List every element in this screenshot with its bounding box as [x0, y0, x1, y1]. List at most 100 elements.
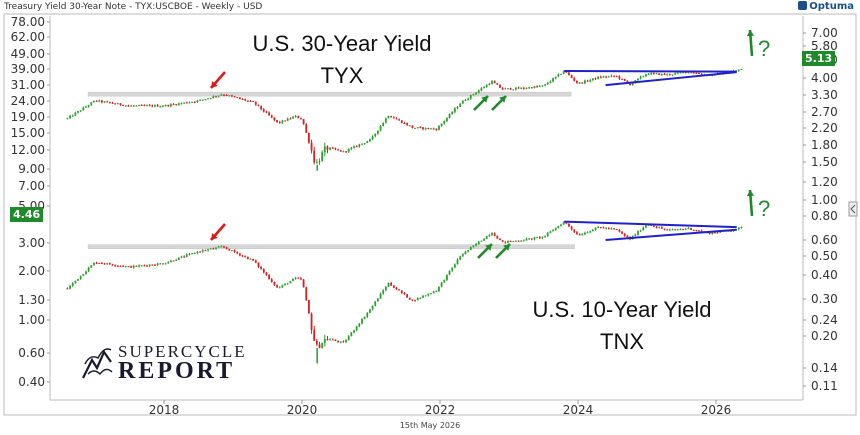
candle-body — [175, 104, 178, 106]
candle-body — [674, 229, 677, 231]
tnx-last-price-badge: 4.46 — [10, 207, 44, 222]
candle-body — [334, 339, 337, 341]
candle-body — [315, 162, 318, 164]
candle-body — [164, 105, 167, 107]
candle-body — [671, 229, 674, 231]
right-tick-label: 0.80 — [811, 209, 838, 223]
candle-body — [313, 150, 316, 163]
candle-body — [398, 289, 401, 291]
candle-body — [379, 126, 382, 131]
candle-body — [509, 241, 512, 243]
candle-body — [196, 100, 199, 102]
tyx-title-line1: U.S. 30-Year Yield — [252, 31, 432, 56]
candle-body — [337, 149, 339, 151]
tnx-upper-trend-line — [564, 220, 737, 229]
candle-body — [69, 285, 71, 289]
tyx-red-arrow-icon-head — [211, 81, 218, 88]
candle-body — [159, 263, 162, 265]
candle-body — [374, 301, 377, 306]
candle-body — [212, 96, 215, 99]
candle-body — [546, 82, 549, 85]
candle-body — [658, 73, 661, 75]
candle-body — [557, 226, 560, 228]
candle-body — [581, 82, 584, 84]
candle-body — [361, 143, 363, 145]
x-tick-label: 2024 — [563, 403, 594, 417]
candle-body — [438, 126, 440, 130]
candle-body — [642, 76, 645, 78]
candle-body — [427, 127, 430, 129]
candle-body — [177, 257, 180, 260]
tyx-last-price-badge: 5.13 — [802, 51, 836, 66]
candle-body — [507, 88, 509, 90]
candle-body — [191, 253, 194, 255]
candle-body — [461, 254, 464, 257]
candle-body — [337, 340, 339, 343]
x-tick-label: 2022 — [425, 403, 456, 417]
candle-body — [528, 87, 531, 89]
candle-body — [106, 101, 109, 103]
candle-body — [74, 280, 77, 284]
candle-body — [382, 122, 385, 127]
candle-body — [204, 99, 207, 101]
candle-body — [374, 133, 377, 137]
candle-body — [233, 96, 236, 98]
candle-body — [321, 342, 324, 348]
candle-body — [220, 94, 223, 96]
candle-body — [682, 72, 684, 74]
candle-body — [363, 316, 366, 319]
candle-body — [387, 116, 390, 119]
candle-body — [525, 88, 528, 90]
candle-body — [331, 339, 334, 341]
right-tick-label: 0.60 — [811, 233, 838, 247]
candle-body — [414, 127, 416, 129]
candle-body — [101, 263, 103, 265]
left-tick-label: 49.00 — [11, 47, 45, 61]
candle-body — [615, 229, 618, 231]
candle-body — [239, 97, 241, 99]
candle-body — [111, 264, 114, 266]
candle-body — [353, 146, 355, 148]
candle-body — [676, 72, 679, 74]
candle-body — [613, 228, 615, 230]
scroll-handle — [848, 201, 858, 217]
candle-body — [98, 262, 101, 264]
right-tick-label: 0.50 — [811, 249, 838, 263]
candle-body — [132, 105, 135, 107]
candle-body — [95, 100, 98, 102]
left-tick-label: 0.60 — [18, 346, 45, 360]
left-tick-label: 1.00 — [18, 313, 45, 327]
candle-body — [655, 73, 658, 75]
candle-body — [576, 80, 578, 83]
candle-body — [302, 279, 305, 288]
candle-body — [257, 104, 260, 106]
candle-body — [170, 260, 172, 263]
candle-body — [363, 143, 366, 145]
candle-body — [358, 323, 361, 327]
candle-body — [66, 288, 69, 290]
candle-body — [228, 95, 231, 97]
candle-body — [501, 87, 504, 90]
tnx-up-arrow-icon — [746, 189, 755, 217]
candle-body — [228, 248, 231, 251]
candle-body — [456, 259, 459, 265]
candle-body — [108, 263, 111, 265]
candle-body — [639, 76, 642, 79]
candle-body — [260, 105, 263, 110]
candle-body — [167, 105, 170, 107]
candle-body — [254, 101, 257, 105]
candle-body — [663, 73, 666, 75]
candle-body — [549, 81, 552, 83]
candle-body — [504, 88, 507, 90]
right-price-axis: 7.005.804.904.003.302.702.201.801.501.20… — [803, 26, 838, 393]
scroll-box — [848, 201, 858, 217]
logo-line2: REPORT — [118, 358, 236, 384]
scroll-chevron-icon — [850, 204, 856, 214]
candle-body — [366, 312, 369, 317]
candle-body — [448, 270, 451, 275]
candle-body — [729, 230, 732, 232]
candle-body — [400, 290, 403, 293]
candle-body — [435, 128, 438, 130]
candle-body — [605, 227, 608, 229]
candle-body — [292, 116, 294, 119]
